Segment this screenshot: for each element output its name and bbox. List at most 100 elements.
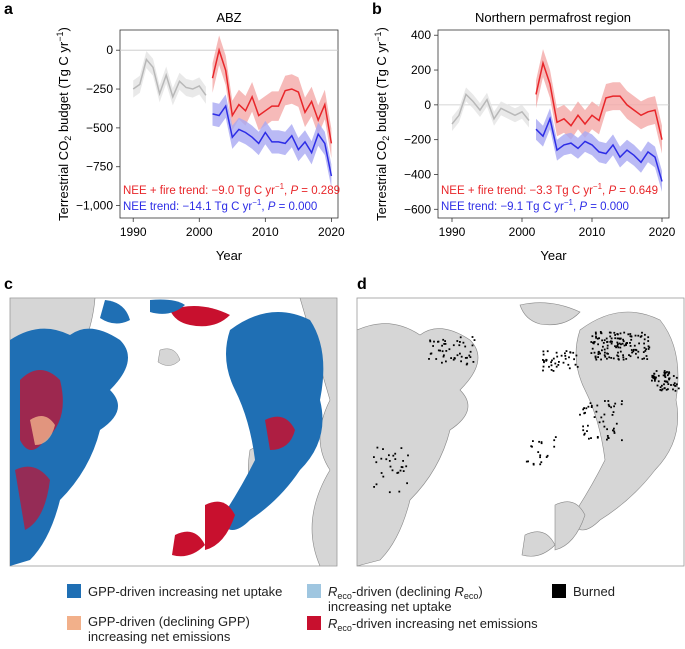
burned-pixel	[672, 388, 674, 391]
burned-pixel	[641, 331, 643, 334]
burned-pixel	[441, 350, 444, 353]
burned-pixel	[583, 407, 585, 409]
burned-pixel	[530, 445, 533, 448]
burned-pixel	[644, 333, 646, 336]
burned-pixel	[600, 358, 602, 361]
y-tick-label: −600	[404, 202, 431, 216]
y-tick-label: 0	[424, 98, 431, 112]
burned-pixel	[613, 405, 615, 408]
burned-pixel	[603, 425, 606, 428]
burned-pixel	[401, 466, 404, 469]
burned-pixel	[667, 372, 670, 375]
burned-pixel	[540, 461, 543, 464]
burned-pixel	[633, 344, 636, 347]
burned-pixel	[468, 354, 471, 357]
burned-pixel	[677, 387, 680, 390]
burned-pixel	[599, 331, 602, 333]
trend-annotation: NEE trend: −14.1 Tg C yr−1, P = 0.000	[123, 198, 317, 213]
burned-pixel	[439, 349, 441, 352]
burned-pixel	[382, 448, 384, 450]
y-tick-label: −400	[404, 167, 431, 181]
legend-swatch-gpp-uptake	[67, 584, 81, 598]
y-tick-label: −750	[86, 160, 113, 174]
burned-pixel	[460, 360, 462, 363]
burned-pixel	[443, 343, 446, 345]
burned-pixel	[663, 371, 666, 374]
burned-pixel	[607, 437, 610, 439]
burned-pixel	[527, 460, 529, 463]
burned-pixel	[607, 400, 610, 402]
burned-pixel	[574, 363, 577, 366]
burned-pixel	[450, 357, 452, 359]
burned-pixel	[392, 454, 395, 457]
burned-pixel	[622, 338, 624, 341]
burned-pixel	[460, 355, 463, 358]
burned-pixel	[666, 374, 669, 377]
burned-pixel	[595, 410, 598, 413]
burned-pixel	[437, 349, 440, 352]
burned-pixel	[542, 359, 544, 361]
burned-pixel	[542, 369, 544, 372]
burned-pixel	[647, 345, 650, 348]
burned-pixel	[645, 348, 647, 351]
burned-pixel	[391, 469, 394, 472]
burned-pixel	[603, 348, 606, 351]
burned-pixel	[545, 359, 548, 362]
burned-pixel	[610, 337, 613, 340]
chart-title: ABZ	[216, 10, 241, 25]
burned-pixel	[579, 413, 581, 416]
burned-pixel	[663, 380, 666, 383]
y-tick-label: −250	[86, 82, 113, 96]
burned-pixel	[616, 333, 619, 335]
burned-pixel	[445, 350, 448, 352]
burned-pixel	[472, 361, 475, 363]
burned-pixel	[576, 366, 579, 368]
panel-label-a: a	[4, 1, 13, 18]
burned-pixel	[396, 472, 399, 474]
burned-pixel	[614, 402, 617, 405]
burned-pixel	[385, 458, 388, 461]
burned-pixel	[593, 416, 596, 418]
burned-pixel	[672, 383, 675, 386]
burned-pixel	[674, 385, 677, 387]
trend-annotation: NEE + fire trend: −9.0 Tg C yr−1, P = 0.…	[123, 182, 340, 197]
burned-pixel	[619, 338, 621, 340]
burned-pixel	[525, 460, 528, 463]
burned-pixel	[670, 384, 672, 386]
series-line-hist	[451, 93, 530, 125]
burned-pixel	[647, 340, 650, 342]
burned-pixel	[572, 351, 575, 354]
burned-pixel	[597, 356, 599, 358]
burned-pixel	[592, 341, 594, 344]
burned-pixel	[604, 400, 606, 402]
chart-title: Northern permafrost region	[475, 10, 631, 25]
burned-pixel	[631, 351, 633, 354]
burned-pixel	[621, 439, 623, 442]
burned-pixel	[551, 359, 553, 362]
burned-pixel	[593, 341, 595, 344]
burned-pixel	[375, 461, 378, 464]
burned-pixel	[629, 333, 632, 335]
burned-pixel	[643, 357, 645, 360]
burned-pixel	[663, 383, 665, 386]
burned-pixel	[397, 471, 400, 474]
burned-pixel	[634, 334, 637, 337]
burned-pixel	[656, 384, 659, 387]
burned-pixel	[660, 389, 663, 392]
burned-pixel	[603, 413, 606, 416]
burned-pixel	[643, 342, 645, 345]
burned-pixel	[471, 336, 474, 338]
burned-pixel	[464, 345, 467, 348]
legend-label-gpp-emissions-line1: GPP-driven (declining GPP)	[88, 614, 250, 629]
burned-pixel	[591, 347, 594, 350]
burned-pixel	[380, 472, 383, 474]
burned-pixel	[557, 364, 560, 366]
burned-pixel	[407, 454, 409, 457]
burned-pixel	[651, 379, 653, 382]
burned-pixel	[555, 351, 558, 354]
burned-pixel	[606, 435, 609, 437]
burned-pixel	[637, 334, 640, 337]
burned-pixel	[583, 412, 586, 415]
burned-pixel	[587, 405, 590, 408]
